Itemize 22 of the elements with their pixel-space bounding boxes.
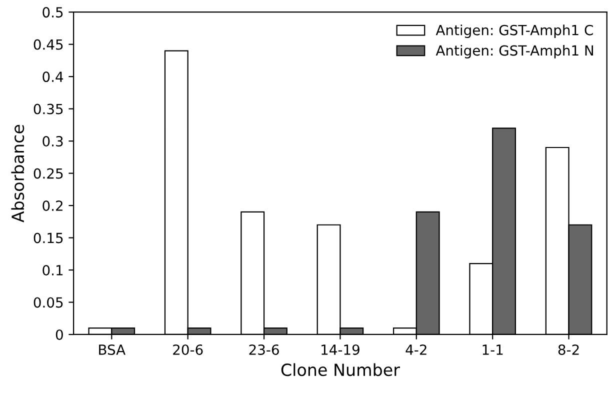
y-tick-label: 0.15 [34, 232, 63, 244]
x-tick-label: 4-2 [406, 344, 426, 355]
x-tick-label: 1-1 [482, 344, 503, 355]
y-tick-label: 0.35 [34, 104, 63, 114]
y-tick-label: 0.25 [34, 168, 63, 179]
x-axis-title: Clone Number [281, 363, 400, 376]
x-tick-label: 23-6 [249, 344, 279, 355]
y-tick-label: 0.4 [42, 72, 64, 82]
y-tick-label: 0 [56, 329, 63, 340]
y-tick-label: 0.5 [42, 7, 63, 18]
x-tick-label: 20-6 [173, 344, 203, 355]
y-tick-label: 0.1 [42, 264, 63, 276]
y-tick-label: 0.05 [34, 297, 63, 308]
x-tick-label: BSA [99, 344, 126, 355]
y-axis-title: Absorbance [11, 124, 24, 222]
legend-label: Antigen: GST-Amph1 N [436, 44, 594, 58]
legend-label: Antigen: GST-Amph1 C [436, 24, 593, 38]
y-tick-label: 0.45 [34, 39, 63, 50]
x-tick-label: 8-2 [558, 344, 579, 355]
y-tick-label: 0.3 [42, 136, 63, 147]
y-tick-label: 0.2 [42, 200, 62, 212]
x-tick-label: 14-19 [322, 344, 360, 355]
